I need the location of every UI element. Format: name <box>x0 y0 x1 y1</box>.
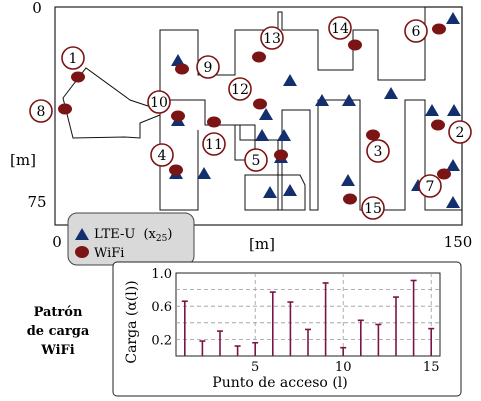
wifi-label-3: 3 <box>374 144 383 160</box>
wifi-dot-icon <box>343 193 357 205</box>
wifi-label-10: 10 <box>150 95 168 111</box>
wifi-dot-icon <box>71 71 85 83</box>
wifi-label-ring <box>328 16 352 40</box>
lte-triangle-icon <box>263 186 277 198</box>
wall-main-corridor <box>159 6 463 211</box>
wifi-dot-icon <box>366 129 380 141</box>
chart-y-tick-label: 0.6 <box>151 300 172 315</box>
legend-wifi-circle-icon <box>75 246 89 258</box>
chart-y-axis-label: Carga (α(l)) <box>124 280 140 363</box>
chart-y-tick-label: 0.2 <box>151 333 172 348</box>
chart-x-axis-label: Punto de acceso (l) <box>212 375 347 391</box>
wifi-dot-icon <box>58 103 72 115</box>
y-tick-75: 75 <box>27 193 46 211</box>
lte-triangle-icon <box>446 196 460 208</box>
wifi-label-ring <box>61 46 85 70</box>
wifi-label-13: 13 <box>263 31 281 47</box>
lte-triangle-icon <box>255 129 269 141</box>
wifi-dot-icon <box>175 63 189 75</box>
lte-triangle-icon <box>315 94 329 106</box>
lte-triangle-icon <box>446 159 460 171</box>
wifi-label-ring <box>147 90 171 114</box>
wifi-dot-icon <box>432 23 446 35</box>
lte-triangle-icon <box>197 167 211 179</box>
lte-triangle-icon <box>342 94 356 106</box>
lte-triangle-icon <box>259 108 273 120</box>
map-frame <box>54 6 463 226</box>
wifi-label-ring <box>366 139 390 163</box>
legend-lte-label: LTE-U (x25) <box>94 227 172 244</box>
wifi-label-6: 6 <box>412 24 421 40</box>
wifi-dot-icon <box>207 116 221 128</box>
load-pattern-panel <box>112 261 462 397</box>
x-tick-0: 0 <box>52 233 62 251</box>
wifi-label-15: 15 <box>364 201 382 217</box>
wifi-label-4: 4 <box>158 148 167 164</box>
load-stem-chart: 5 10 15 0.2 0.6 1.0 <box>151 267 441 375</box>
wifi-label-7: 7 <box>426 179 435 195</box>
panel-title-line-1: Patrón <box>34 305 83 320</box>
panel-title-line-2: de carga <box>27 324 90 339</box>
wifi-label-ring <box>150 143 174 167</box>
wifi-label-ring <box>418 174 442 198</box>
lte-triangle-icon <box>446 12 460 24</box>
wifi-dot-icon <box>348 39 362 51</box>
wifi-label-ring <box>29 99 53 123</box>
wifi-label-5: 5 <box>252 153 261 169</box>
wifi-label-9: 9 <box>204 60 213 76</box>
lte-triangle-icon <box>277 129 291 141</box>
wifi-dot-icon <box>431 119 445 131</box>
wifi-label-8: 8 <box>37 104 46 120</box>
chart-y-tick-label: 1.0 <box>151 267 172 282</box>
wifi-dot-icon <box>171 110 185 122</box>
wifi-label-ring <box>361 196 385 220</box>
wifi-label-12: 12 <box>231 82 249 98</box>
wifi-dot-icon <box>437 168 451 180</box>
wifi-label-ring <box>228 77 252 101</box>
lte-triangle-icon <box>384 87 398 99</box>
wifi-label-ring <box>448 120 472 144</box>
chart-x-tick-label: 15 <box>423 360 440 375</box>
wifi-label-ring <box>196 55 220 79</box>
lte-triangle-icon <box>171 54 185 66</box>
wifi-dot-icon <box>169 164 183 176</box>
lte-triangle-icon <box>425 104 439 116</box>
wall-left-wing <box>62 67 161 139</box>
building-walls <box>62 6 463 211</box>
legend-lte-triangle-icon <box>75 228 89 240</box>
map-x-axis-label: [m] <box>249 235 275 253</box>
wall-lower-room <box>244 174 306 211</box>
lte-triangle-icon <box>447 104 461 116</box>
wifi-label-ring <box>404 19 428 43</box>
wifi-label-ring <box>202 132 226 156</box>
chart-x-tick-label: 5 <box>251 360 259 375</box>
chart-x-tick-label: 10 <box>335 360 352 375</box>
wifi-label-ring <box>244 148 268 172</box>
wifi-dot-icon <box>274 149 288 161</box>
wifi-dot-icon <box>252 51 266 63</box>
lte-triangle-icon <box>283 74 297 86</box>
x-tick-150: 150 <box>444 233 473 251</box>
wifi-label-ring <box>260 26 284 50</box>
wifi-label-1: 1 <box>69 51 78 67</box>
y-tick-0: 0 <box>32 0 42 17</box>
panel-title-line-3: WiFi <box>40 343 75 358</box>
wifi-label-14: 14 <box>331 21 349 37</box>
wifi-dot-icon <box>253 98 267 110</box>
lte-triangle-icon <box>283 184 297 196</box>
wifi-label-11: 11 <box>205 137 223 153</box>
lte-triangle-icon <box>341 174 355 186</box>
map-y-axis-label: [m] <box>10 151 36 169</box>
legend-wifi-label: WiFi <box>94 246 124 261</box>
wifi-label-2: 2 <box>456 125 465 141</box>
